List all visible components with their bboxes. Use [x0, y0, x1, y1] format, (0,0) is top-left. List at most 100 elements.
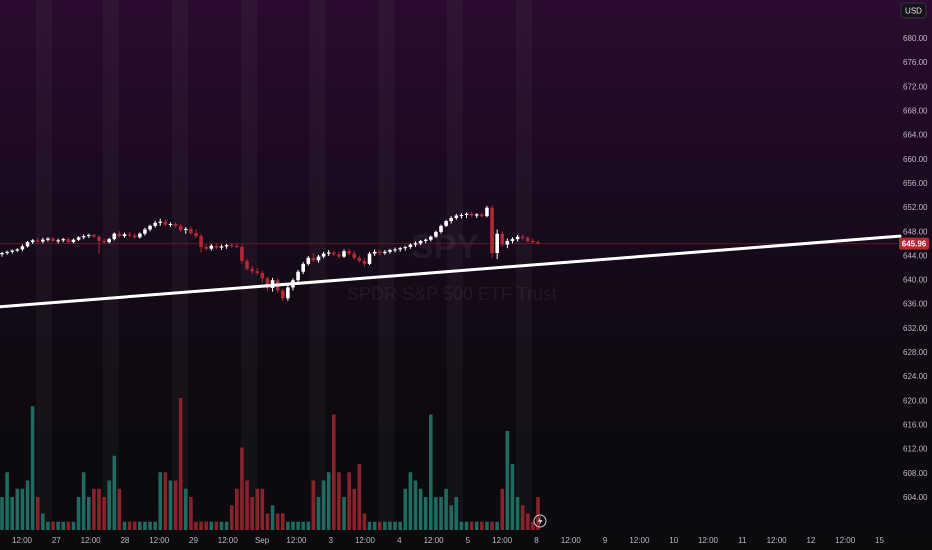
candle-down	[347, 251, 351, 254]
volume-bar	[383, 521, 387, 530]
candle-up	[219, 246, 224, 248]
volume-bar	[275, 513, 280, 530]
volume-bar	[357, 464, 362, 530]
time-tick-label: 4	[397, 536, 402, 545]
candle-up	[434, 231, 438, 237]
time-axis[interactable]: 12:00 27 12:00 28 12:00 29 12:00 Sep 12:00 3 12:00…	[12, 536, 885, 545]
candle-up	[71, 239, 76, 243]
volume-bar	[81, 472, 86, 530]
volume-bar	[418, 488, 423, 530]
candlesticks	[0, 205, 540, 302]
volume-bar	[138, 521, 142, 530]
trendline[interactable]	[0, 234, 902, 309]
candle-up	[505, 240, 510, 245]
candle-down	[480, 214, 484, 217]
time-tick-label: 12:00	[424, 536, 445, 545]
candle-down	[260, 272, 265, 279]
volume-bar	[388, 521, 392, 530]
volume-bar	[255, 488, 260, 530]
candle-up	[372, 251, 377, 254]
candle-up	[418, 240, 423, 244]
currency-label: USD	[905, 7, 922, 16]
candle-up	[316, 256, 321, 261]
volume-bar	[194, 521, 198, 530]
candle-up	[0, 253, 4, 255]
volume-bar	[229, 505, 234, 530]
candle-down	[214, 245, 219, 248]
last-price-tag: 645.96	[899, 237, 929, 250]
volume-bar	[286, 521, 290, 530]
volume-bar	[510, 464, 515, 530]
candle-up	[148, 225, 152, 230]
candle-down	[117, 233, 122, 237]
volume-bar	[0, 497, 4, 530]
price-tick-label: 640.00	[903, 276, 928, 285]
candle-up	[393, 249, 397, 251]
candle-down	[490, 207, 494, 254]
volume-bar	[423, 497, 428, 530]
candle-down	[97, 236, 101, 241]
candle-up	[301, 263, 305, 272]
volume-bar	[250, 497, 254, 530]
volume-bar	[429, 414, 433, 530]
volume-bar	[316, 497, 321, 530]
candle-up	[515, 236, 520, 240]
candle-down	[51, 238, 55, 241]
volume-bar	[474, 521, 479, 530]
candle-down	[500, 233, 505, 245]
volume-bar	[342, 497, 346, 530]
candle-down	[35, 240, 40, 242]
time-tick-label: 3	[328, 536, 333, 545]
volume-bar	[270, 505, 275, 530]
time-tick-label: 12:00	[767, 536, 788, 545]
candle-down	[536, 242, 540, 244]
candle-up	[107, 239, 111, 243]
candle-down	[377, 251, 382, 254]
volume-bar	[122, 521, 127, 530]
volume-bar	[454, 497, 459, 530]
candle-up	[495, 233, 499, 254]
volume-bar	[531, 521, 535, 530]
candle-up	[413, 243, 418, 245]
volume-bar	[245, 480, 249, 530]
candle-down	[352, 253, 357, 258]
candle-up	[423, 239, 428, 241]
volume-bar	[352, 488, 357, 530]
price-tick-label: 628.00	[903, 348, 928, 357]
volume-bar	[536, 497, 540, 530]
currency-badge[interactable]: USD	[900, 2, 927, 19]
candle-up	[342, 251, 346, 257]
candle-up	[61, 239, 66, 241]
candle-up	[15, 249, 20, 251]
candle-up	[444, 221, 448, 226]
price-tick-label: 612.00	[903, 445, 928, 454]
volume-bar	[112, 455, 117, 530]
volume-bar	[41, 513, 45, 530]
volume-bar	[490, 521, 494, 530]
volume-bar	[413, 480, 418, 530]
candle-up	[398, 248, 402, 250]
volume-bar	[495, 521, 499, 530]
go-to-realtime-icon[interactable]	[533, 514, 547, 528]
price-axis[interactable]: 680.00 676.00 672.00 668.00 664.00 660.00 656.…	[903, 34, 928, 502]
candle-down	[204, 246, 208, 249]
candle-down	[332, 252, 336, 255]
volume-bar	[46, 521, 50, 530]
candle-down	[229, 245, 234, 247]
volume-bars	[0, 398, 540, 530]
volume-bar	[398, 521, 402, 530]
candle-up	[449, 217, 454, 222]
volume-bar	[469, 521, 474, 530]
candle-down	[280, 290, 285, 299]
candle-up	[306, 257, 311, 264]
candle-up	[76, 237, 81, 240]
candle-up	[25, 242, 30, 247]
candle-up	[153, 222, 157, 226]
time-tick-label: 8	[534, 536, 539, 545]
volume-bar	[515, 497, 520, 530]
candle-down	[194, 233, 198, 237]
volume-bar	[158, 472, 163, 530]
volume-bar	[306, 521, 311, 530]
volume-bar	[439, 497, 443, 530]
